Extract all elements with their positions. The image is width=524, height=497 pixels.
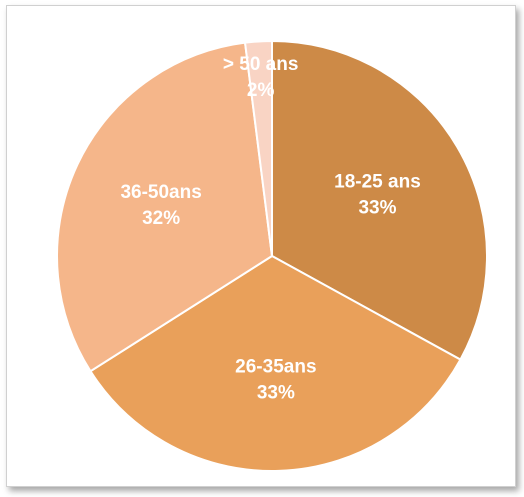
pie-label-50-ans: > 50 ans 2%	[223, 54, 299, 101]
pie-slice-26-35ans	[89, 254, 462, 472]
slice-category-label: 18-25 ans	[334, 172, 421, 193]
pie-label-18-25-ans: 18-25 ans 33%	[334, 172, 421, 219]
pie-label-36-50ans: 36-50ans 32%	[120, 182, 201, 229]
pie-slice-18-25-ans	[271, 39, 488, 361]
slice-percent-label: 32%	[142, 208, 180, 229]
slice-percent-label: 33%	[358, 198, 396, 219]
pie-slice-50-ans	[243, 39, 273, 257]
slice-category-label: > 50 ans	[223, 54, 299, 75]
pie-label-26-35ans: 26-35ans 33%	[235, 356, 316, 403]
slice-category-label: 36-50ans	[120, 182, 201, 203]
slice-category-label: 26-35ans	[235, 356, 316, 377]
pie-slice-36-50ans	[56, 41, 274, 373]
slice-percent-label: 33%	[257, 382, 295, 403]
slice-percent-label: 2%	[247, 80, 275, 101]
